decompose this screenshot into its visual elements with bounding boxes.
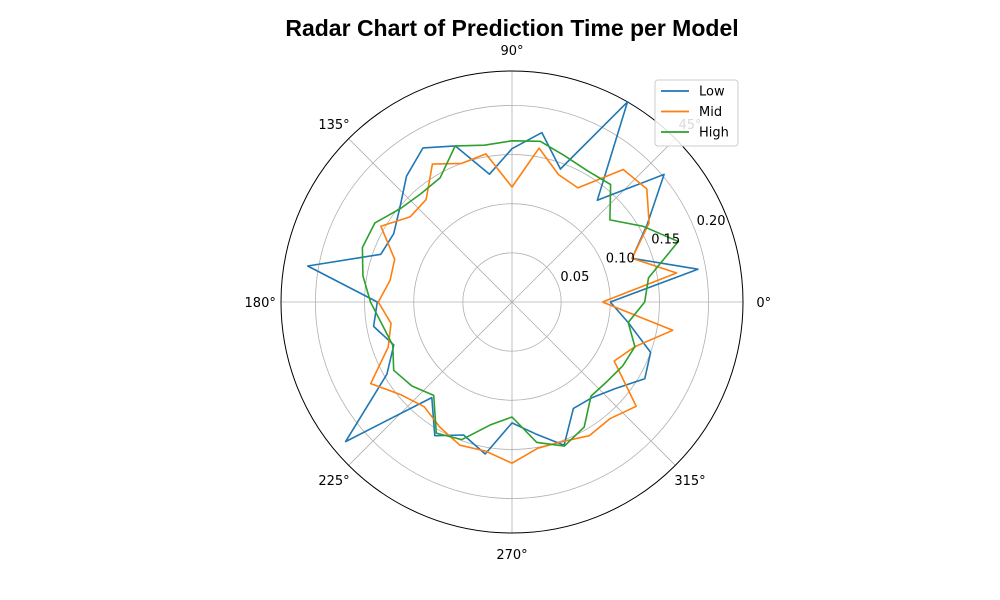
theta-tick-label: 180° — [245, 296, 276, 311]
polar-grid — [280, 70, 744, 534]
chart-title: Radar Chart of Prediction Time per Model — [285, 15, 738, 41]
series-line-mid — [369, 147, 678, 465]
r-tick-label: 0.15 — [651, 233, 680, 248]
legend-label-low: Low — [699, 85, 725, 100]
legend-label-mid: Mid — [699, 105, 722, 120]
theta-tick-label: 90° — [500, 44, 523, 59]
r-tick-label: 0.10 — [606, 251, 635, 266]
angular-gridline — [511, 301, 676, 466]
r-tick-label: 0.05 — [560, 270, 589, 285]
theta-tick-label: 225° — [318, 474, 349, 489]
angular-gridline — [348, 301, 513, 466]
series-line-high — [361, 140, 680, 447]
legend-label-high: High — [699, 126, 729, 141]
legend-box — [654, 79, 739, 147]
angular-gridline — [348, 138, 513, 303]
r-tick-label: 0.20 — [697, 214, 726, 229]
theta-tick-label: 315° — [674, 474, 705, 489]
series-lines — [306, 101, 699, 465]
polar-frame — [280, 70, 744, 534]
legend: Low Mid High — [654, 79, 739, 147]
angular-gridline — [511, 138, 676, 303]
theta-tick-label: 270° — [496, 548, 527, 563]
theta-tick-label: 135° — [318, 118, 349, 133]
axis-labels: 0°45°90°135°180°225°270°315°0.050.100.15… — [245, 44, 772, 563]
theta-tick-label: 0° — [756, 296, 771, 311]
series-line-low — [306, 101, 699, 455]
